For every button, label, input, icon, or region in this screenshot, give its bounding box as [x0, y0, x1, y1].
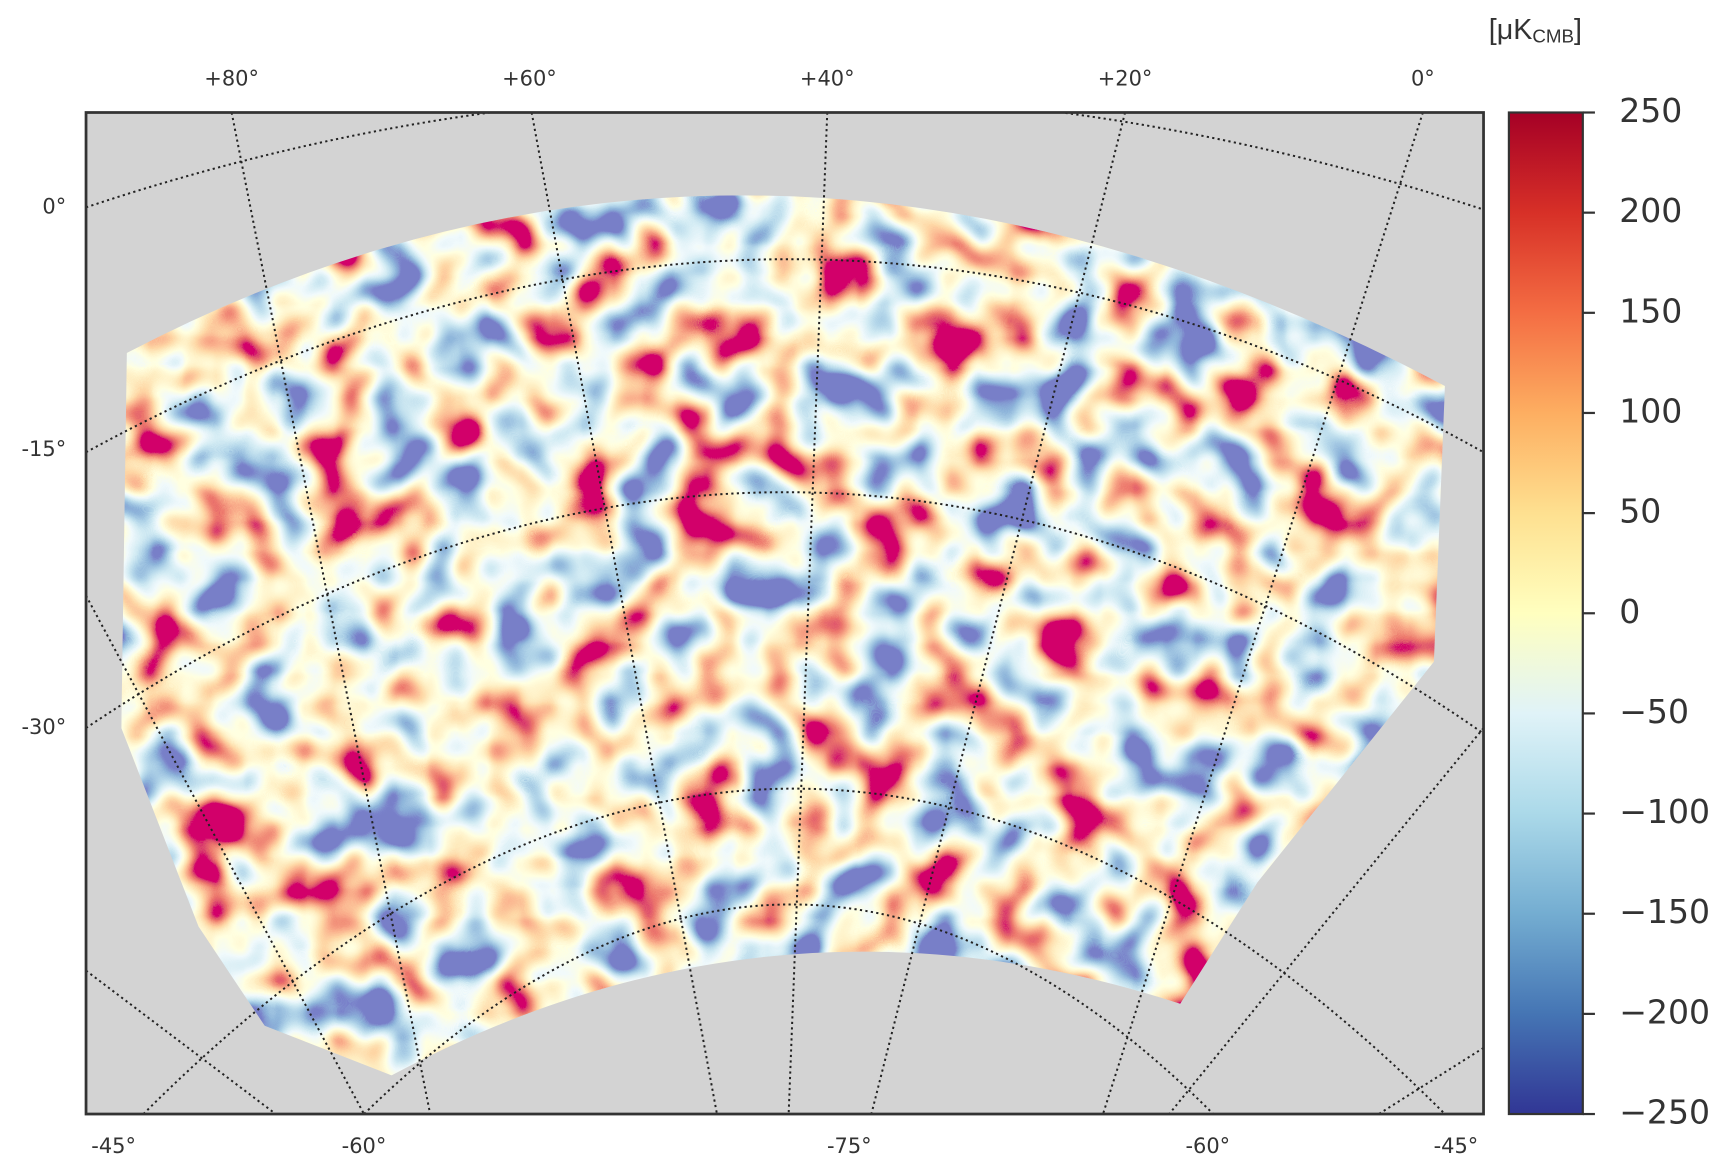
dec-label-bottom: -45°: [1434, 1134, 1479, 1158]
colorbar-tick-label: 150: [1619, 291, 1682, 330]
colorbar-tick-label: 50: [1619, 492, 1661, 531]
plot: [μKCMB] −250 −200 −150 −100 −50 0 50 100 150 200 2…: [22, 13, 1711, 1158]
unit-bracket: ]: [1574, 13, 1582, 45]
colorbar-tick-label: −100: [1619, 792, 1710, 831]
page: [μKCMB] −250 −200 −150 −100 −50 0 50 100 150 200 2…: [0, 0, 1721, 1159]
colorbar-tick-label: −50: [1619, 692, 1689, 731]
ra-label: +60°: [502, 66, 557, 90]
ra-label: +40°: [800, 66, 855, 90]
unit: [μK: [1489, 13, 1533, 45]
dec-label-bottom: -60°: [342, 1134, 387, 1158]
colorbar-tick-label: 0: [1619, 592, 1640, 631]
colorbar-tick-label: −250: [1619, 1093, 1710, 1132]
dec-label-bottom: -60°: [1185, 1134, 1230, 1158]
dec-label: -15°: [22, 437, 67, 461]
colorbar: [1509, 113, 1583, 1115]
figure: [μKCMB] −250 −200 −150 −100 −50 0 50 100 150 200 2…: [0, 0, 1721, 1159]
colorbar-tick-label: 200: [1619, 191, 1682, 230]
colorbar-tick-label: −150: [1619, 892, 1710, 931]
colorbar-label: [μKCMB]: [1489, 13, 1582, 46]
unit-subscript: CMB: [1532, 25, 1574, 46]
ra-label: +80°: [204, 66, 259, 90]
colorbar-tick-label: −200: [1619, 992, 1710, 1031]
colorbar-tick-label: 250: [1619, 91, 1682, 130]
dec-label: -30°: [22, 715, 67, 739]
ra-label: 0°: [1411, 66, 1435, 90]
ra-label: +20°: [1098, 66, 1153, 90]
colorbar-tick-label: 100: [1619, 391, 1682, 430]
dec-label-bottom: -45°: [91, 1134, 136, 1158]
dec-label-bottom: -75°: [827, 1134, 872, 1158]
dec-label: 0°: [42, 194, 66, 218]
